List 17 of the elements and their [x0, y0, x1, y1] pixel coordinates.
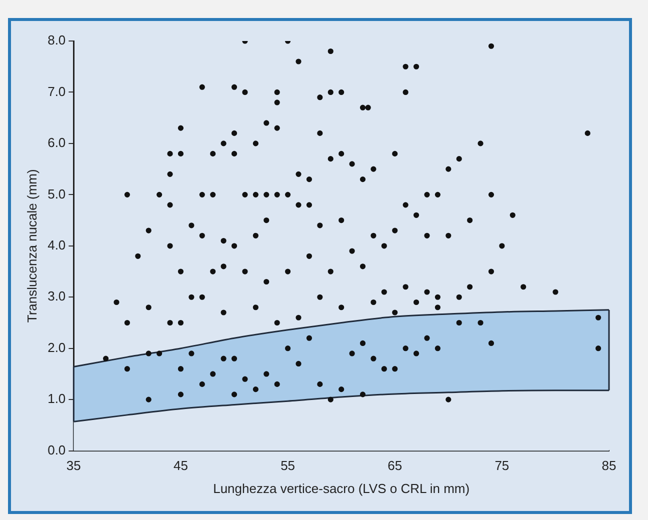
x-tick-label: 45: [174, 458, 188, 474]
x-tick-label: 35: [66, 458, 81, 474]
y-tick-label: 2.0: [48, 340, 66, 355]
x-axis-title: Lunghezza vertice-sacro (LVS o CRL in mm): [213, 480, 470, 496]
x-tick-label: 55: [280, 458, 296, 474]
y-tick-label: 0.0: [48, 442, 66, 458]
y-tick-label: 6.0: [48, 135, 66, 150]
y-tick-label: 4.0: [48, 237, 66, 252]
x-tick-label: 85: [602, 458, 616, 474]
y-axis-title: Translucenza nucale (mm): [24, 169, 40, 323]
y-tick-label: 3.0: [48, 288, 66, 304]
y-tick-label: 5.0: [48, 186, 66, 202]
y-tick-label: 1.0: [48, 391, 66, 406]
y-tick-label: 8.0: [48, 32, 66, 48]
y-tick-label: 7.0: [48, 84, 66, 99]
x-tick-label: 65: [388, 458, 402, 474]
x-tick-label: 75: [494, 458, 510, 474]
